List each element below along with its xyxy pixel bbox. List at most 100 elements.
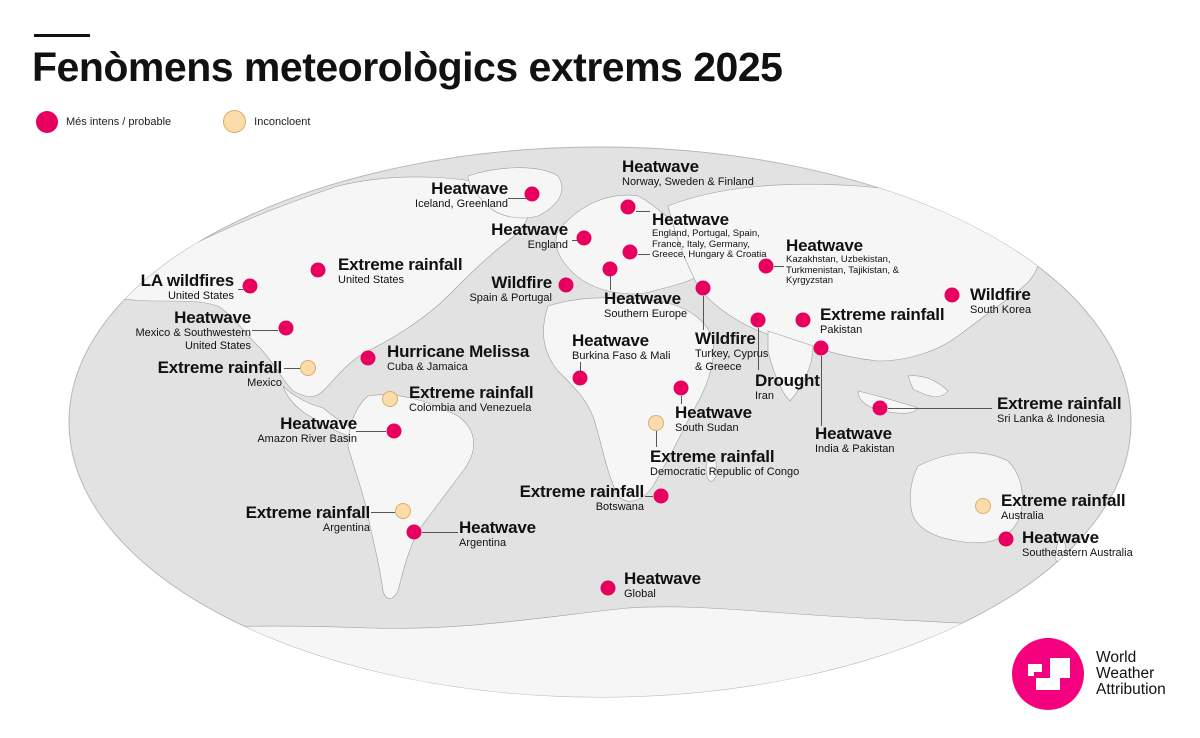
- world-map: [68, 146, 1132, 698]
- label-heatwave-south-sudan: Heatwave South Sudan: [675, 404, 752, 435]
- event-location: Spain & Portugal: [469, 292, 552, 304]
- label-heatwave-central-asia: Heatwave Kazakhstan, Uzbekistan, Turkmen…: [786, 237, 916, 287]
- event-type: Heatwave: [280, 414, 357, 433]
- event-type: Extreme rainfall: [245, 503, 371, 522]
- legend-item-inconclusive: Inconcloent: [223, 110, 310, 133]
- leader-line: [636, 211, 650, 212]
- event-location: Kazakhstan, Uzbekistan, Turkmenistan, Ta…: [786, 254, 899, 287]
- title-rule: [34, 34, 90, 37]
- marker-heatwave-southern-europe[interactable]: [602, 261, 618, 277]
- event-location: Pakistan: [820, 324, 863, 336]
- marker-wildfire-south-korea[interactable]: [944, 287, 960, 303]
- marker-extreme-rainfall-us[interactable]: [310, 262, 326, 278]
- marker-heatwave-argentina[interactable]: [406, 524, 422, 540]
- label-heatwave-southern-europe: Heatwave Southern Europe: [604, 290, 687, 321]
- marker-heatwave-burkina-mali[interactable]: [572, 370, 588, 386]
- marker-drought-iran[interactable]: [750, 312, 766, 328]
- event-type: Wildfire: [491, 273, 552, 292]
- event-type: Heatwave: [491, 220, 568, 239]
- event-location: Iran: [755, 390, 774, 402]
- event-type: Extreme rainfall: [338, 255, 463, 274]
- legend: Més intens / probable Inconcloent: [36, 110, 362, 133]
- label-extreme-rainfall-australia: Extreme rainfall Australia: [1001, 491, 1126, 523]
- event-location: Southern Europe: [604, 308, 688, 320]
- leader-line: [422, 532, 458, 533]
- event-type: Heatwave: [624, 569, 701, 588]
- event-location: Australia: [1001, 510, 1044, 522]
- squares-icon: [1028, 658, 1070, 690]
- marker-heatwave-central-asia[interactable]: [758, 258, 774, 274]
- leader-line: [821, 356, 822, 426]
- marker-la-wildfires[interactable]: [242, 278, 258, 294]
- event-location: England: [527, 239, 568, 251]
- event-location: South Korea: [970, 304, 1032, 316]
- event-location: Global: [624, 588, 656, 600]
- leader-line: [508, 198, 526, 199]
- event-location: Amazon River Basin: [257, 433, 357, 445]
- event-location: England, Portugal, Spain, France, Italy,…: [652, 228, 767, 261]
- marker-wildfire-turkey-cyprus-greece[interactable]: [695, 280, 711, 296]
- label-wildfire-spain-portugal: Wildfire Spain & Portugal: [469, 274, 552, 305]
- marker-heatwave-europe-multi[interactable]: [622, 244, 638, 260]
- event-type: Extreme rainfall: [820, 305, 945, 324]
- marker-extreme-rainfall-sri-lanka-indonesia[interactable]: [872, 400, 888, 416]
- event-location: Democratic Republic of Congo: [650, 466, 800, 478]
- marker-heatwave-global[interactable]: [600, 580, 616, 596]
- marker-extreme-rainfall-mexico[interactable]: [300, 360, 316, 376]
- page-title: Fenòmens meteorològics extrems 2025: [32, 44, 783, 90]
- label-heatwave-england: Heatwave England: [491, 221, 568, 252]
- event-type: Extreme rainfall: [997, 394, 1122, 413]
- leader-line: [645, 496, 653, 497]
- event-type: Heatwave: [786, 236, 863, 255]
- event-type: Extreme rainfall: [519, 482, 645, 501]
- event-location: Norway, Sweden & Finland: [622, 176, 754, 188]
- label-extreme-rainfall-mexico: Extreme rainfall Mexico: [157, 358, 283, 390]
- marker-heatwave-iceland-greenland[interactable]: [524, 186, 540, 202]
- event-type: Heatwave: [622, 157, 699, 176]
- leader-line: [656, 431, 657, 447]
- event-location: Botswana: [595, 501, 644, 513]
- marker-heatwave-nordics[interactable]: [620, 199, 636, 215]
- event-type: Drought: [755, 371, 820, 390]
- logo-line: Weather: [1096, 664, 1155, 682]
- label-heatwave-se-australia: Heatwave Southeastern Australia: [1022, 529, 1133, 560]
- label-heatwave-iceland-greenland: Heatwave Iceland, Greenland: [415, 180, 508, 211]
- event-type: Heatwave: [174, 308, 251, 327]
- marker-hurricane-melissa[interactable]: [360, 350, 376, 366]
- event-type: Extreme rainfall: [157, 358, 283, 377]
- marker-wildfire-spain-portugal[interactable]: [558, 277, 574, 293]
- label-hurricane-melissa: Hurricane Melissa Cuba & Jamaica: [387, 343, 529, 374]
- event-location: Colombia and Venezuela: [409, 402, 532, 414]
- marker-heatwave-england[interactable]: [576, 230, 592, 246]
- marker-extreme-rainfall-drc[interactable]: [648, 415, 664, 431]
- label-heatwave-nordics: Heatwave Norway, Sweden & Finland: [622, 158, 754, 189]
- event-type: Heatwave: [1022, 528, 1099, 547]
- marker-heatwave-amazon[interactable]: [386, 423, 402, 439]
- marker-extreme-rainfall-colombia-venezuela[interactable]: [382, 391, 398, 407]
- marker-heatwave-mexico-sw-us[interactable]: [278, 320, 294, 336]
- leader-line: [774, 266, 784, 267]
- event-location: Burkina Faso & Mali: [572, 350, 671, 362]
- leader-line: [703, 296, 704, 330]
- event-location: Argentina: [322, 522, 370, 534]
- event-location: Cuba & Jamaica: [387, 361, 468, 373]
- marker-extreme-rainfall-pakistan[interactable]: [795, 312, 811, 328]
- marker-extreme-rainfall-australia[interactable]: [975, 498, 991, 514]
- marker-heatwave-south-sudan[interactable]: [673, 380, 689, 396]
- event-location: Iceland, Greenland: [415, 198, 508, 210]
- marker-heatwave-india-pakistan[interactable]: [813, 340, 829, 356]
- marker-heatwave-se-australia[interactable]: [998, 531, 1014, 547]
- label-heatwave-mexico-sw-us: Heatwave Mexico & Southwestern United St…: [111, 309, 251, 352]
- event-type: Extreme rainfall: [1001, 491, 1126, 510]
- leader-line: [888, 408, 992, 409]
- label-heatwave-burkina-mali: Heatwave Burkina Faso & Mali: [572, 332, 670, 363]
- leader-line: [252, 330, 278, 331]
- label-heatwave-india-pakistan: Heatwave India & Pakistan: [815, 425, 895, 456]
- marker-extreme-rainfall-botswana[interactable]: [653, 488, 669, 504]
- label-extreme-rainfall-sri-lanka-indonesia: Extreme rainfall Sri Lanka & Indonesia: [997, 394, 1122, 426]
- event-type: Heatwave: [572, 331, 649, 350]
- marker-extreme-rainfall-argentina[interactable]: [395, 503, 411, 519]
- event-type: Heatwave: [815, 424, 892, 443]
- leader-line: [638, 254, 650, 255]
- leader-line: [371, 512, 395, 513]
